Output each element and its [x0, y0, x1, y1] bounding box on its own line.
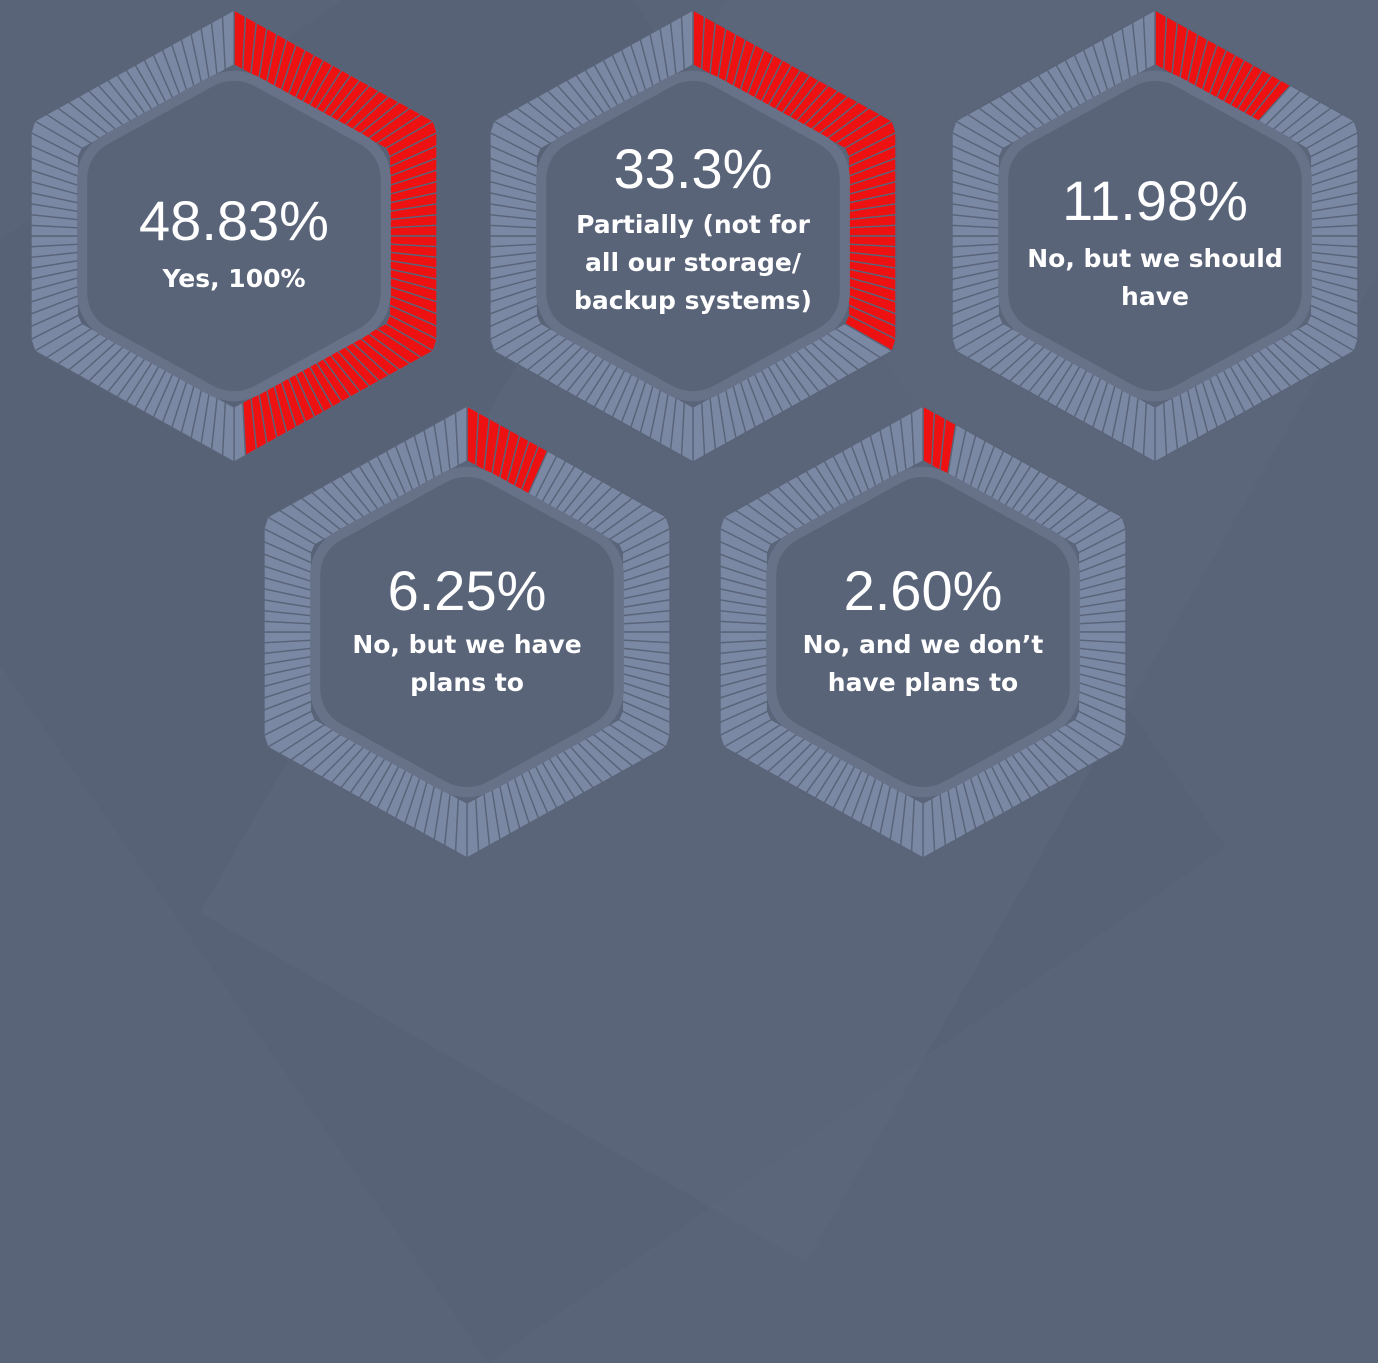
- gauge-inner-hexagon: [310, 466, 624, 798]
- gauge: 48.83% Yes, 100%: [30, 9, 438, 463]
- gauge-segment-empty: [489, 235, 539, 248]
- gauge-segment-filled: [388, 224, 438, 237]
- gauge-segment-filled: [847, 224, 897, 237]
- gauge-segment-empty: [221, 9, 235, 71]
- gauge-label: all our storage/: [585, 248, 802, 277]
- gauge-segment-empty: [1077, 620, 1127, 633]
- gauge-value: 33.3%: [614, 137, 773, 200]
- gauge-value: 6.25%: [388, 559, 547, 622]
- gauge-segment-empty: [1154, 401, 1168, 463]
- gauge-label: have plans to: [828, 668, 1018, 697]
- gauge: 33.3% Partially (not for all our storage/b…: [489, 9, 897, 463]
- gauge-segment-empty: [30, 235, 80, 248]
- gauge-segment-empty: [910, 405, 924, 467]
- gauge-inner-hexagon: [77, 70, 391, 402]
- gauge-label: Yes, 100%: [161, 264, 305, 293]
- gauge-label: No, and we don’t: [803, 630, 1044, 659]
- gauge: 11.98% No, but we should have: [951, 9, 1359, 463]
- gauge-label: backup systems): [574, 286, 812, 315]
- gauge-segment-empty: [233, 401, 247, 463]
- gauge-segment-empty: [951, 235, 1001, 248]
- gauge-segment-empty: [1309, 224, 1359, 237]
- gauge-segment-empty: [454, 405, 468, 467]
- gauge-segment-empty: [621, 620, 671, 633]
- gauge-segment-empty: [680, 9, 694, 71]
- gauge-chart-canvas: 48.83% Yes, 100% 33.3% Partially (not for al…: [30, 9, 1359, 859]
- gauge-segment-empty: [263, 631, 313, 644]
- gauge-segment-empty: [466, 797, 480, 859]
- gauge-label: plans to: [410, 668, 524, 697]
- gauge-value: 2.60%: [844, 559, 1003, 622]
- gauge-segment-empty: [922, 797, 936, 859]
- gauge-label: Partially (not for: [576, 210, 810, 239]
- gauge-value: 48.83%: [139, 189, 329, 252]
- gauge-inner-hexagon: [766, 466, 1080, 798]
- gauge: 2.60% No, and we don’t have plans to: [719, 405, 1127, 859]
- gauge-inner-hexagon: [998, 70, 1312, 402]
- gauge-segment-empty: [1142, 9, 1156, 71]
- gauge: 6.25% No, but we have plans to: [263, 405, 671, 859]
- gauge-label: have: [1121, 282, 1189, 311]
- gauge-value: 11.98%: [1062, 169, 1248, 232]
- gauge-label: No, but we should: [1027, 244, 1283, 273]
- gauge-segment-empty: [719, 631, 769, 644]
- gauge-segment-empty: [692, 401, 706, 463]
- gauge-label: No, but we have: [352, 630, 581, 659]
- gauge-inner-hexagon: [536, 70, 850, 402]
